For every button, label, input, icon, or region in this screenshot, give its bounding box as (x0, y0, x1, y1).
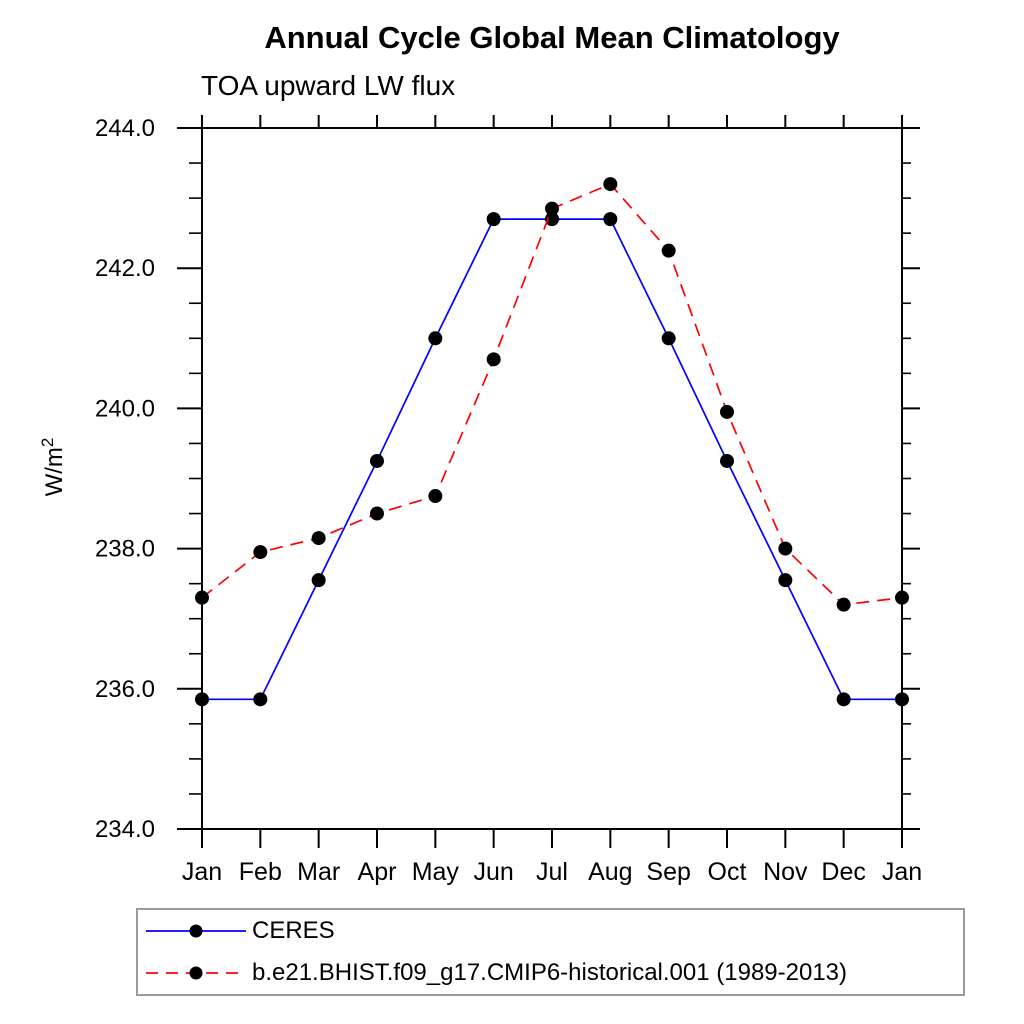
data-point (836, 597, 851, 612)
data-point (253, 692, 268, 707)
data-point (545, 212, 559, 227)
y-tick-label: 238.0 (95, 536, 155, 563)
data-point (603, 212, 618, 227)
data-point (545, 201, 559, 216)
y-tick-label: 240.0 (95, 395, 155, 422)
legend-line-sample-ceres (146, 924, 246, 938)
data-point (486, 352, 501, 367)
series-markers-0 (195, 212, 909, 707)
legend: CERES b.e21.BHIST.f09_g17.CMIP6-historic… (136, 908, 965, 996)
x-tick-label: May (412, 858, 460, 886)
data-point (661, 243, 676, 258)
series-line-1 (201, 183, 903, 606)
data-point (720, 453, 734, 468)
x-tick-label: Apr (358, 858, 397, 886)
data-point (603, 177, 618, 192)
x-tick-label: Feb (239, 858, 282, 886)
x-tick-label: Mar (297, 858, 340, 886)
x-tick-label: Aug (588, 858, 632, 886)
x-tick-label: Jul (536, 858, 568, 886)
data-point (895, 692, 909, 707)
legend-item-model: b.e21.BHIST.f09_g17.CMIP6-historical.001… (138, 953, 963, 993)
data-point (720, 404, 734, 419)
data-point (778, 573, 793, 588)
data-point (253, 545, 268, 560)
data-point (428, 331, 443, 346)
legend-item-ceres: CERES (138, 911, 963, 951)
data-point (370, 453, 384, 468)
legend-line-sample-model (146, 966, 246, 980)
data-point (428, 489, 443, 504)
x-tick-label: Jan (182, 858, 222, 886)
series-line-0 (202, 218, 902, 701)
y-tick-label: 242.0 (95, 255, 155, 282)
data-point (195, 590, 209, 605)
data-point (311, 573, 326, 588)
x-tick-label: Oct (708, 858, 747, 886)
y-tick-label: 244.0 (95, 115, 155, 142)
legend-label-ceres: CERES (252, 917, 335, 945)
y-axis-title: W/m2 (38, 438, 68, 497)
data-point (661, 331, 676, 346)
y-tick-labels: 244.0 242.0 240.0 238.0 236.0 234.0 (95, 115, 155, 843)
data-point (778, 541, 793, 556)
data-point (195, 692, 209, 707)
x-tick-label: Jun (474, 858, 514, 886)
data-point (370, 506, 384, 521)
data-point (836, 692, 851, 707)
legend-label-model: b.e21.BHIST.f09_g17.CMIP6-historical.001… (252, 958, 848, 986)
data-point (486, 212, 501, 227)
axes (177, 115, 920, 848)
x-tick-label: Nov (763, 858, 808, 886)
x-tick-label: Sep (646, 858, 690, 886)
data-point (895, 590, 909, 605)
y-tick-label: 234.0 (95, 816, 155, 843)
x-tick-labels: Jan Feb Mar Apr May Jun Jul Aug Sep Oct Nov Dec Jan (182, 858, 922, 886)
chart-subtitle: TOA upward LW flux (201, 70, 456, 101)
y-tick-label: 236.0 (95, 676, 155, 703)
series-markers-1 (195, 177, 909, 612)
data-point (311, 531, 326, 546)
legend-sample-marker (189, 966, 203, 980)
chart-title: Annual Cycle Global Mean Climatology (264, 20, 840, 55)
x-tick-label: Dec (821, 858, 865, 886)
x-tick-label: Jan (882, 858, 922, 886)
legend-sample-marker (189, 924, 203, 938)
